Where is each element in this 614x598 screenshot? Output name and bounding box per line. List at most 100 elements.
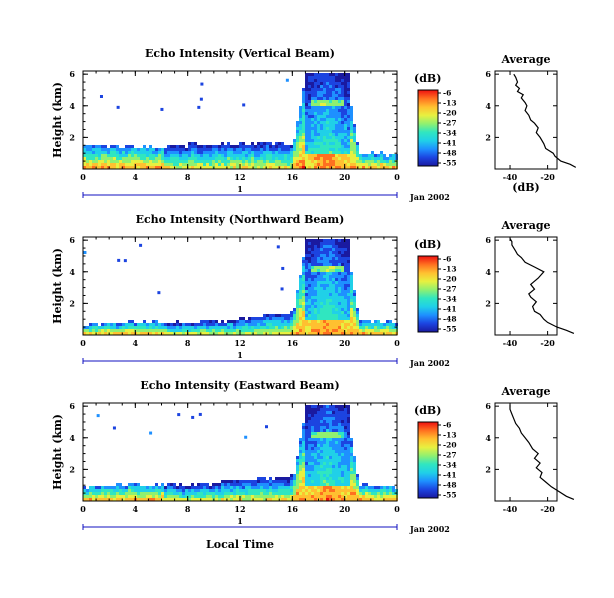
heat-cell — [338, 495, 341, 498]
heat-cell — [323, 329, 326, 332]
heat-cell — [347, 320, 350, 323]
heat-cell — [179, 498, 182, 501]
heat-cell — [374, 492, 377, 495]
heat-cell — [314, 248, 317, 251]
heat-cell — [323, 444, 326, 447]
heat-cell — [344, 296, 347, 299]
heat-cell — [95, 148, 98, 151]
heat-cell — [167, 492, 170, 495]
x-tick-label: 20 — [339, 172, 351, 182]
heat-cell — [308, 118, 311, 121]
heat-cell — [350, 148, 353, 151]
heat-cell — [230, 326, 233, 329]
heat-cell — [341, 459, 344, 462]
heat-cell — [236, 332, 239, 335]
heat-cell — [371, 495, 374, 498]
heat-cell — [275, 486, 278, 489]
heat-cell — [341, 420, 344, 423]
heat-cell — [260, 492, 263, 495]
heat-cell — [167, 160, 170, 163]
heat-cell — [311, 82, 314, 85]
heat-cell — [311, 242, 314, 245]
heat-cell — [332, 73, 335, 76]
heat-cell — [314, 408, 317, 411]
heat-cell — [329, 471, 332, 474]
heat-cell — [227, 480, 230, 483]
heat-cell — [200, 160, 203, 163]
heat-cell — [317, 115, 320, 118]
heat-cell — [215, 329, 218, 332]
heat-cell — [110, 166, 113, 169]
heat-cell — [326, 266, 329, 269]
heat-cell — [323, 163, 326, 166]
heat-cell — [146, 166, 149, 169]
heat-cell — [350, 157, 353, 160]
heat-cell — [287, 486, 290, 489]
heat-cell — [386, 486, 389, 489]
heat-cell — [182, 163, 185, 166]
heat-cell — [326, 139, 329, 142]
heat-cell — [377, 320, 380, 323]
heat-cell — [188, 329, 191, 332]
heat-cell — [392, 492, 395, 495]
heat-cell — [92, 495, 95, 498]
heat-cell — [302, 166, 305, 169]
heat-cell — [341, 287, 344, 290]
heat-cell — [137, 489, 140, 492]
heat-cell — [155, 329, 158, 332]
heat-cell — [344, 133, 347, 136]
heat-cell — [329, 88, 332, 91]
heat-cell — [305, 486, 308, 489]
heat-speckle — [177, 413, 181, 417]
heat-cell — [122, 495, 125, 498]
heat-cell — [320, 151, 323, 154]
heat-cell — [143, 154, 146, 157]
heat-cell — [320, 166, 323, 169]
heat-cell — [329, 94, 332, 97]
heat-cell — [212, 329, 215, 332]
heat-cell — [101, 495, 104, 498]
heat-cell — [98, 329, 101, 332]
heat-cell — [89, 163, 92, 166]
heat-cell — [305, 115, 308, 118]
heat-cell — [305, 121, 308, 124]
heat-cell — [338, 242, 341, 245]
heat-cell — [161, 329, 164, 332]
heat-cell — [86, 157, 89, 160]
heat-cell — [392, 157, 395, 160]
heat-cell — [125, 151, 128, 154]
heat-cell — [341, 438, 344, 441]
heat-cell — [296, 151, 299, 154]
heat-cell — [269, 477, 272, 480]
heat-cell — [317, 281, 320, 284]
heat-cell — [332, 420, 335, 423]
heat-cell — [335, 257, 338, 260]
heat-cell — [209, 157, 212, 160]
heat-cell — [335, 323, 338, 326]
heat-cell — [311, 420, 314, 423]
heat-cell — [233, 498, 236, 501]
heat-cell — [338, 290, 341, 293]
heat-cell — [323, 109, 326, 112]
heat-cell — [305, 459, 308, 462]
heat-cell — [137, 157, 140, 160]
heat-cell — [212, 326, 215, 329]
heat-cell — [299, 444, 302, 447]
heat-cell — [233, 157, 236, 160]
heat-cell — [386, 329, 389, 332]
heat-cell — [347, 468, 350, 471]
heat-cell — [299, 308, 302, 311]
heat-cell — [131, 151, 134, 154]
heat-cell — [242, 320, 245, 323]
heat-cell — [374, 489, 377, 492]
heat-cell — [245, 145, 248, 148]
heat-cell — [383, 163, 386, 166]
heat-cell — [353, 130, 356, 133]
heat-cell — [137, 163, 140, 166]
heat-cell — [323, 332, 326, 335]
heat-cell — [230, 480, 233, 483]
heat-cell — [308, 145, 311, 148]
heat-cell — [356, 486, 359, 489]
heat-cell — [347, 91, 350, 94]
heat-cell — [323, 281, 326, 284]
